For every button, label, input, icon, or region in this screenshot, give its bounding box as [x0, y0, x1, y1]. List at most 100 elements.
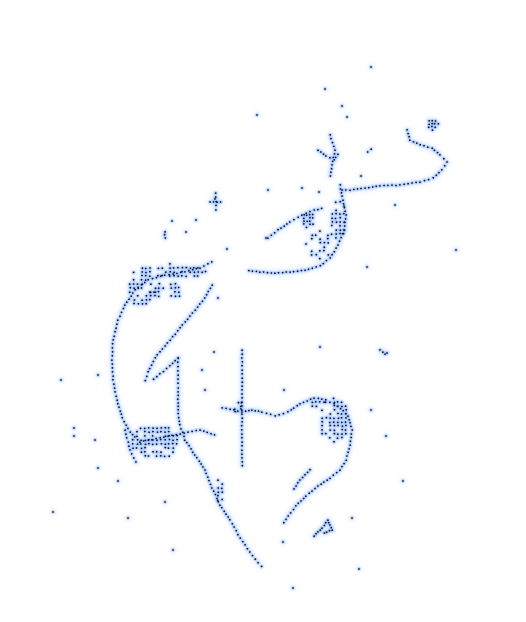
dot: [111, 359, 113, 361]
dot: [174, 282, 177, 285]
dot: [216, 201, 219, 204]
dot: [205, 472, 208, 475]
dot: [341, 405, 343, 408]
dot: [385, 435, 387, 437]
dot: [152, 378, 155, 381]
dot: [303, 220, 305, 223]
dot: [302, 497, 305, 500]
dot: [319, 346, 321, 348]
dot: [334, 149, 336, 152]
dot: [201, 300, 204, 303]
dot: [225, 513, 227, 516]
dot: [147, 439, 150, 442]
dot: [164, 438, 167, 441]
dot: [309, 398, 312, 401]
dot: [184, 321, 187, 323]
dot: [402, 480, 404, 482]
dot: [333, 424, 336, 427]
dot: [434, 120, 437, 122]
dot: [360, 187, 362, 190]
dot: [241, 436, 243, 439]
dot: [256, 114, 258, 116]
dot: [199, 429, 202, 431]
dot: [198, 303, 201, 305]
dot: [117, 480, 119, 482]
dot: [327, 242, 330, 244]
dot: [144, 454, 147, 457]
dot: [321, 420, 324, 423]
dot: [321, 432, 323, 435]
dot: [258, 271, 261, 274]
dot: [333, 159, 336, 161]
dot: [337, 424, 339, 427]
dot: [290, 409, 293, 411]
dot: [343, 205, 345, 207]
dot: [129, 286, 132, 289]
dot: [292, 407, 295, 409]
dot: [151, 277, 154, 280]
dot: [241, 377, 244, 380]
dot: [337, 244, 339, 246]
dot: [209, 483, 212, 486]
dot: [319, 238, 321, 241]
dot: [239, 405, 242, 408]
dot: [321, 527, 323, 530]
dot: [349, 421, 351, 424]
dot: [155, 455, 158, 457]
dot: [356, 188, 359, 190]
dot: [196, 275, 199, 277]
dot: [164, 443, 167, 446]
dot: [343, 221, 346, 224]
dot: [160, 451, 162, 454]
dot: [143, 427, 146, 430]
dot: [306, 471, 309, 474]
dot: [292, 587, 294, 589]
dot: [113, 387, 116, 389]
dot: [317, 208, 319, 211]
dot: [306, 220, 309, 223]
dot: [123, 304, 126, 306]
dot: [347, 451, 349, 454]
dot: [60, 379, 62, 381]
dot: [128, 291, 131, 294]
dot: [318, 257, 321, 260]
dot: [223, 510, 226, 513]
dot: [177, 394, 180, 397]
dot: [426, 146, 429, 149]
dot: [315, 266, 318, 268]
dot: [345, 459, 348, 462]
dot: [160, 427, 163, 429]
dot: [169, 263, 171, 265]
dot: [345, 424, 347, 427]
dot: [297, 502, 300, 505]
dot: [321, 417, 324, 420]
dot: [244, 544, 247, 546]
dot: [73, 427, 75, 429]
dot: [116, 402, 119, 405]
dot: [169, 267, 172, 269]
dot: [432, 176, 435, 179]
dot: [323, 249, 325, 252]
dot: [177, 374, 180, 377]
dot: [333, 401, 336, 404]
dot: [174, 290, 176, 293]
dot: [236, 410, 239, 413]
dot: [191, 312, 194, 314]
dot: [144, 446, 146, 449]
dot: [297, 216, 300, 219]
dot: [336, 437, 339, 439]
dot: [148, 431, 151, 434]
dot: [333, 432, 336, 435]
dot: [216, 497, 218, 500]
dot: [329, 413, 332, 415]
dot: [342, 212, 345, 215]
dot: [241, 393, 243, 395]
dot: [241, 361, 244, 363]
dot: [246, 547, 249, 550]
dot: [326, 237, 329, 240]
dot: [164, 345, 167, 347]
dot: [260, 565, 263, 568]
dot: [140, 447, 143, 450]
